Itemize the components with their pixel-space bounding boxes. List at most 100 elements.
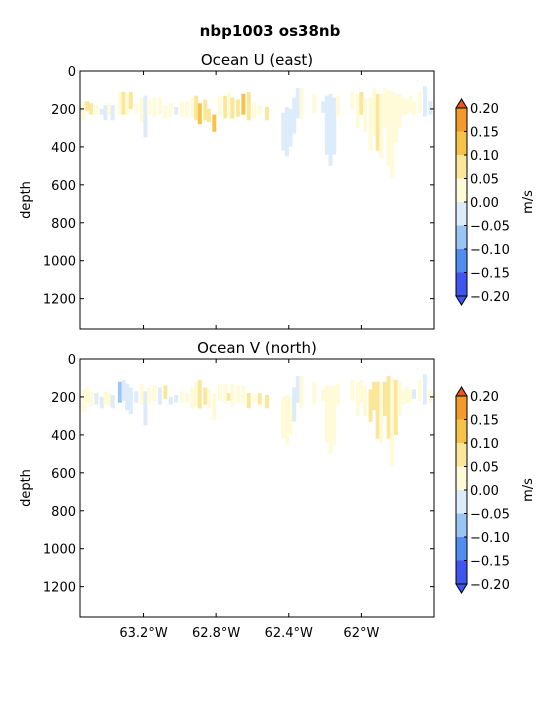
heatmap-cell [163, 385, 168, 399]
heatmap-cell [143, 95, 148, 138]
heatmap-cell [328, 385, 333, 454]
heatmap-cell [390, 91, 395, 178]
heatmap-cell [335, 95, 340, 117]
heatmap-cell [422, 374, 427, 405]
colorbar-tick-label: −0.20 [470, 578, 510, 593]
colorbar-tick-label: −0.20 [470, 290, 510, 305]
heatmap-cell [125, 93, 130, 115]
heatmap-cell [235, 385, 240, 403]
colorbar-segment [456, 537, 467, 561]
colorbar-tick-label: 0.10 [470, 149, 499, 164]
colorbar-segment [456, 513, 467, 537]
panel-u-title: Ocean U (east) [201, 51, 313, 69]
heatmap-cell [417, 379, 422, 401]
heatmap-cell [350, 379, 355, 401]
heatmap-cell [428, 389, 433, 403]
panel-u-ylabel: depth [19, 181, 34, 219]
colorbar-segment [456, 272, 467, 296]
panel-v-xticks: 63.2°W 62.8°W 62.4°W 62°W [119, 359, 379, 641]
heatmap-cell [295, 88, 300, 119]
y-tick-label: 1000 [43, 543, 76, 558]
heatmap-cell [428, 101, 433, 115]
colorbar-segment [456, 178, 467, 202]
heatmap-cell [223, 95, 228, 119]
colorbar-extend-top [455, 386, 468, 397]
heatmap-cell [288, 396, 293, 435]
heatmap-cell [312, 381, 317, 405]
colorbar-segment [456, 396, 467, 420]
heatmap-cell [328, 93, 333, 166]
heatmap-cell [194, 381, 199, 407]
heatmap-cell [179, 101, 184, 117]
heatmap-cell [241, 385, 246, 405]
heatmap-cell [139, 383, 144, 405]
heatmap-cell [81, 101, 86, 121]
heatmap-cell [386, 376, 391, 439]
colorbar-extend-top [455, 98, 468, 109]
y-tick-label: 1200 [43, 293, 76, 308]
heatmap-cell [401, 97, 406, 115]
heatmap-cell [359, 91, 364, 115]
y-tick-label: 800 [51, 505, 76, 520]
colorbar-tick-label: 0.05 [470, 173, 499, 188]
heatmap-cell [281, 112, 286, 151]
colorbar-label: m/s [521, 190, 536, 214]
heatmap-cell [147, 387, 151, 405]
heatmap-cell [103, 391, 108, 405]
heatmap-cell [252, 103, 257, 119]
colorbar-tick-label: −0.15 [470, 267, 510, 282]
heatmap-cell [295, 376, 300, 403]
heatmap-cell [383, 88, 387, 128]
colorbar-segment [456, 225, 467, 249]
panel-u-colorbar: −0.20 −0.15 −0.10 −0.05 0.00 0.05 0.10 0.15 0.20… [455, 98, 536, 306]
heatmap-cell [168, 396, 173, 405]
heatmap-cell [128, 91, 133, 109]
heatmap-cell [257, 105, 262, 115]
colorbar-tick-label: 0.00 [470, 484, 499, 499]
heatmap-cell [212, 114, 217, 132]
heatmap-cell [350, 91, 355, 109]
y-tick-label: 600 [51, 467, 76, 482]
heatmap-cell [194, 95, 199, 121]
colorbar-segment [456, 466, 467, 490]
colorbar-tick-label: −0.15 [470, 555, 510, 570]
heatmap-cell [110, 105, 115, 121]
heatmap-cell [190, 387, 195, 409]
y-tick-label: 1000 [43, 255, 76, 270]
heatmap-cell [321, 101, 326, 113]
heatmap-cell [379, 381, 384, 443]
heatmap-cell [386, 90, 391, 166]
heatmap-cell [85, 101, 90, 111]
heatmap-cell [390, 378, 395, 466]
heatmap-cell [107, 103, 111, 115]
heatmap-cell [404, 99, 409, 115]
y-tick-label: 400 [51, 429, 76, 444]
heatmap-cell [363, 385, 367, 416]
colorbar-segment [456, 131, 467, 155]
heatmap-cell [393, 379, 398, 435]
colorbar-segment [456, 155, 467, 179]
y-tick-label: 0 [68, 65, 76, 80]
heatmap-cell [152, 385, 157, 401]
heatmap-cell [230, 383, 235, 407]
heatmap-cell [99, 108, 104, 115]
colorbar-segment [456, 490, 467, 514]
heatmap-cell [372, 88, 377, 136]
heatmap-cell [174, 395, 179, 403]
heatmap-cell [285, 107, 289, 157]
heatmap-cell [383, 381, 387, 416]
panel-v-title: Ocean V (north) [197, 339, 317, 357]
heatmap-cell [368, 389, 373, 422]
heatmap-cell [321, 389, 326, 401]
heatmap-cell [203, 387, 208, 405]
heatmap-cell [203, 99, 208, 121]
heatmap-cell [197, 379, 202, 409]
heatmap-cell [292, 387, 297, 422]
heatmap-cell [324, 385, 329, 443]
heatmap-cell [217, 383, 222, 401]
heatmap-cell [121, 91, 126, 115]
heatmap-cell [147, 99, 151, 115]
colorbar-segment [456, 443, 467, 467]
heatmap-cell [372, 381, 377, 411]
y-tick-label: 200 [51, 391, 76, 406]
